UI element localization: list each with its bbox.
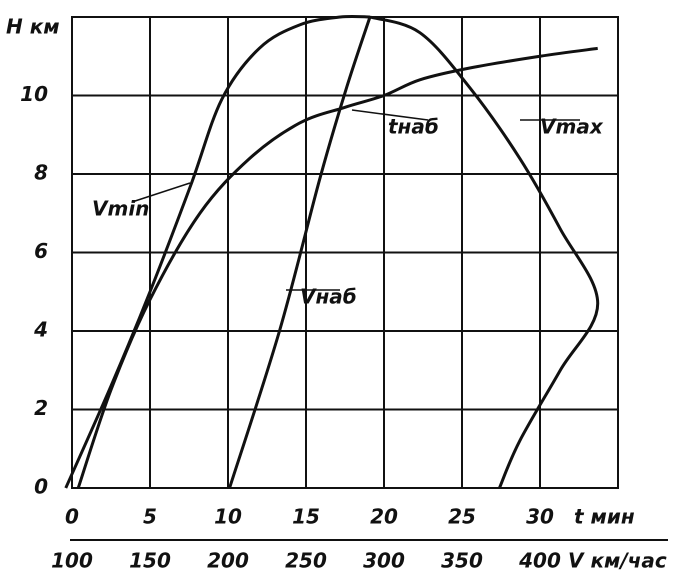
x2-tick-label: 100 bbox=[51, 549, 93, 573]
x-tick-label: 5 bbox=[143, 505, 157, 529]
series-line bbox=[369, 15, 600, 489]
series-line bbox=[76, 46, 598, 489]
x-axis-title: t мин bbox=[574, 505, 635, 529]
x-tick-label: 10 bbox=[214, 505, 242, 529]
y-tick-label: 10 bbox=[20, 82, 48, 106]
x2-tick-label: 200 bbox=[207, 549, 249, 573]
x2-tick-label: 250 bbox=[285, 549, 327, 573]
y-tick-label: 6 bbox=[34, 239, 48, 263]
x-tick-label: 25 bbox=[448, 505, 476, 529]
series-label: Vmax bbox=[540, 115, 604, 139]
series-label: Vнаб bbox=[300, 285, 357, 309]
x-tick-label: 15 bbox=[292, 505, 320, 529]
series-label: Vmin bbox=[92, 197, 149, 221]
x-tick-label: 0 bbox=[65, 505, 79, 529]
y-tick-label: 2 bbox=[34, 396, 48, 420]
x-tick-label: 20 bbox=[370, 505, 398, 529]
x2-tick-label: 350 bbox=[441, 549, 483, 573]
x2-tick-label: 400 bbox=[518, 549, 561, 573]
y-tick-label: 0 bbox=[34, 475, 48, 499]
x2-tick-label: 300 bbox=[363, 549, 405, 573]
y-axis-title: H км bbox=[6, 15, 60, 39]
y-tick-label: 4 bbox=[33, 318, 48, 342]
x2-tick-label: 150 bbox=[129, 549, 171, 573]
x-tick-label: 30 bbox=[526, 505, 554, 529]
series-line bbox=[228, 16, 372, 489]
x2-axis-title: V км/час bbox=[568, 549, 667, 573]
label-leader bbox=[131, 182, 191, 203]
series-label: tнаб bbox=[388, 115, 439, 139]
y-tick-label: 8 bbox=[34, 161, 48, 185]
label-leader bbox=[351, 109, 429, 121]
